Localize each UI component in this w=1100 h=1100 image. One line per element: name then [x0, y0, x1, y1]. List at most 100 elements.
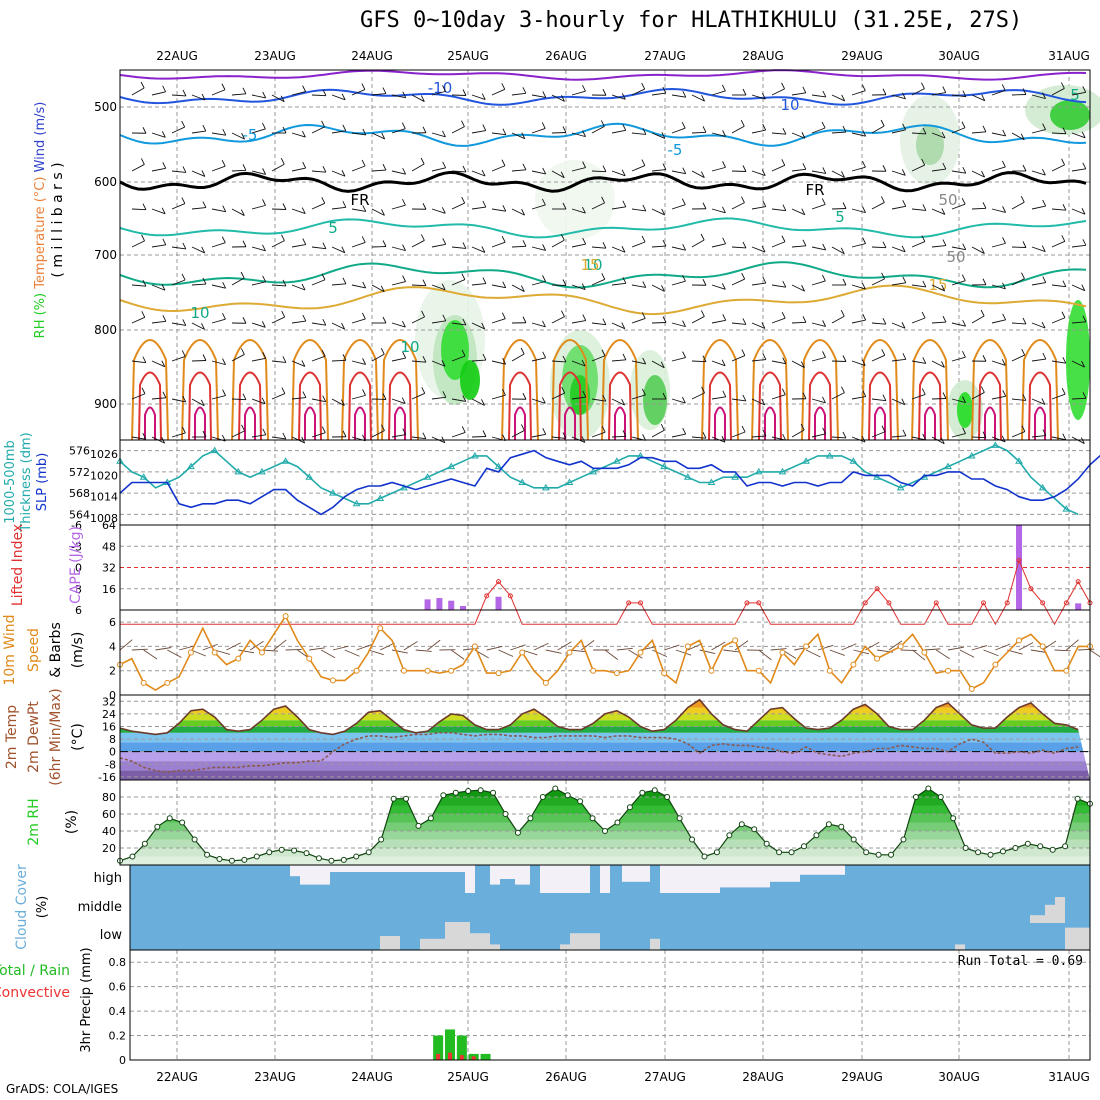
precip-frame	[129, 949, 1091, 1061]
wind-barb	[691, 392, 705, 400]
cloud-low-block	[570, 933, 600, 950]
wind-barb-flag	[502, 388, 506, 396]
date-label-bottom: 22AUG	[156, 1070, 198, 1084]
wind-barb	[1011, 201, 1025, 210]
wind-barb	[791, 284, 805, 292]
wind-barb-flag	[242, 87, 247, 94]
wind-barb	[451, 432, 466, 438]
wind-barb	[611, 322, 625, 330]
rh-marker	[800, 843, 807, 850]
wind-barb	[1071, 397, 1087, 400]
surface-wind-barb	[320, 649, 336, 659]
surface-wind-barb	[805, 649, 821, 658]
wind-barb	[391, 398, 406, 404]
wind-ylabel-3-group: & Barbs	[48, 622, 64, 678]
wind-barb-flag	[542, 167, 547, 175]
contour-label: FR	[350, 191, 369, 209]
cloud-mid-block	[1055, 897, 1065, 923]
wind-barb-flag	[702, 202, 707, 209]
wind-barb-flag	[742, 394, 747, 402]
wind-barb-flag	[481, 169, 486, 177]
date-label-top: 29AUG	[841, 49, 883, 63]
wind-barb	[571, 243, 586, 248]
wind-barb-flag	[1082, 162, 1087, 170]
wind-barb-flag	[341, 93, 346, 100]
wind-barb-flag	[521, 208, 525, 216]
wind-barb-flag	[181, 273, 186, 281]
wind-barb	[331, 130, 346, 134]
thickness-marker	[778, 467, 787, 475]
contour-label: 10	[583, 256, 602, 274]
wind-barb	[431, 208, 446, 214]
temp-contour-15	[119, 284, 1087, 316]
rh-marker	[390, 795, 397, 802]
wind-speed-marker	[992, 661, 999, 668]
wind-barb-flag	[1021, 425, 1026, 432]
wind-barb-flag	[881, 425, 886, 432]
wind-barb	[431, 243, 446, 248]
wind-barb-flag	[781, 82, 785, 90]
rh-marker	[266, 849, 273, 856]
wind-barb-flag	[420, 157, 425, 165]
surface-wind-barb	[273, 639, 287, 651]
wind-barb-flag	[562, 432, 567, 439]
wind-barb	[311, 322, 326, 326]
temp-contour-30	[874, 406, 886, 440]
wind-barb	[191, 94, 206, 101]
wind-ylabel-3: & Barbs	[48, 622, 64, 678]
wind-barb	[771, 164, 785, 172]
wind-barb-flag	[1041, 245, 1046, 252]
wind-barb-flag	[282, 126, 287, 134]
wind-barb-flag	[522, 393, 527, 400]
rh-tick-label: 40	[102, 825, 116, 838]
date-label-bottom: 29AUG	[841, 1070, 883, 1084]
wind-barb-flag	[501, 83, 506, 90]
wind-speed-marker	[519, 649, 526, 656]
wind-barb-flag	[261, 122, 266, 130]
wind-barb-flag	[362, 205, 367, 212]
wind-barb-flag	[322, 242, 327, 249]
wind-barb-flag	[842, 202, 847, 209]
lifted-marker	[862, 600, 868, 606]
wind-barb-flag	[141, 387, 146, 394]
wind-barb-flag	[342, 430, 347, 437]
wind-barb-flag	[520, 347, 525, 355]
surface-wind-barb	[699, 649, 716, 655]
wind-barb	[271, 240, 285, 248]
wind-speed-marker	[684, 643, 691, 650]
wind-barb-flag	[941, 131, 946, 139]
wind-barb-flag	[621, 398, 625, 406]
wind-barb	[571, 208, 586, 214]
wind-barb-flag	[581, 436, 586, 443]
wind-barb	[591, 126, 605, 134]
temp-contour-30	[354, 406, 366, 440]
wind-barb-flag	[1002, 313, 1007, 321]
wind-barb-flag	[682, 351, 686, 358]
temp-contour-20	[601, 339, 639, 441]
temp-contour-20	[751, 339, 789, 441]
wind-barb	[891, 435, 906, 438]
wind-barb	[271, 163, 285, 172]
cloud-level-label: high	[94, 871, 122, 886]
wind-barb	[511, 208, 525, 216]
wind-barb-flag	[642, 128, 647, 135]
wind-barb-flag	[402, 198, 406, 206]
wind-barb	[791, 360, 805, 368]
wind-ylabel-1-group: 10m Wind	[2, 614, 18, 685]
wind-barb	[691, 436, 706, 439]
wind-barb-flag	[442, 238, 447, 245]
rh-contour-fill	[1066, 300, 1090, 420]
wind-barb	[191, 283, 206, 286]
wind-barb	[751, 282, 766, 286]
thickness-marker	[305, 473, 314, 480]
wind-speed-marker	[164, 679, 171, 686]
wind-barb-flag	[942, 239, 947, 246]
wind-barb	[1071, 208, 1086, 215]
wind-barb	[411, 360, 426, 363]
wind-barb-flag	[162, 238, 167, 246]
wind-barb-flag	[461, 120, 465, 127]
surface-wind-barb	[734, 640, 749, 651]
wind-barb	[1031, 170, 1046, 176]
thickness-marker	[589, 467, 598, 475]
wind-barb-flag	[1061, 388, 1066, 395]
